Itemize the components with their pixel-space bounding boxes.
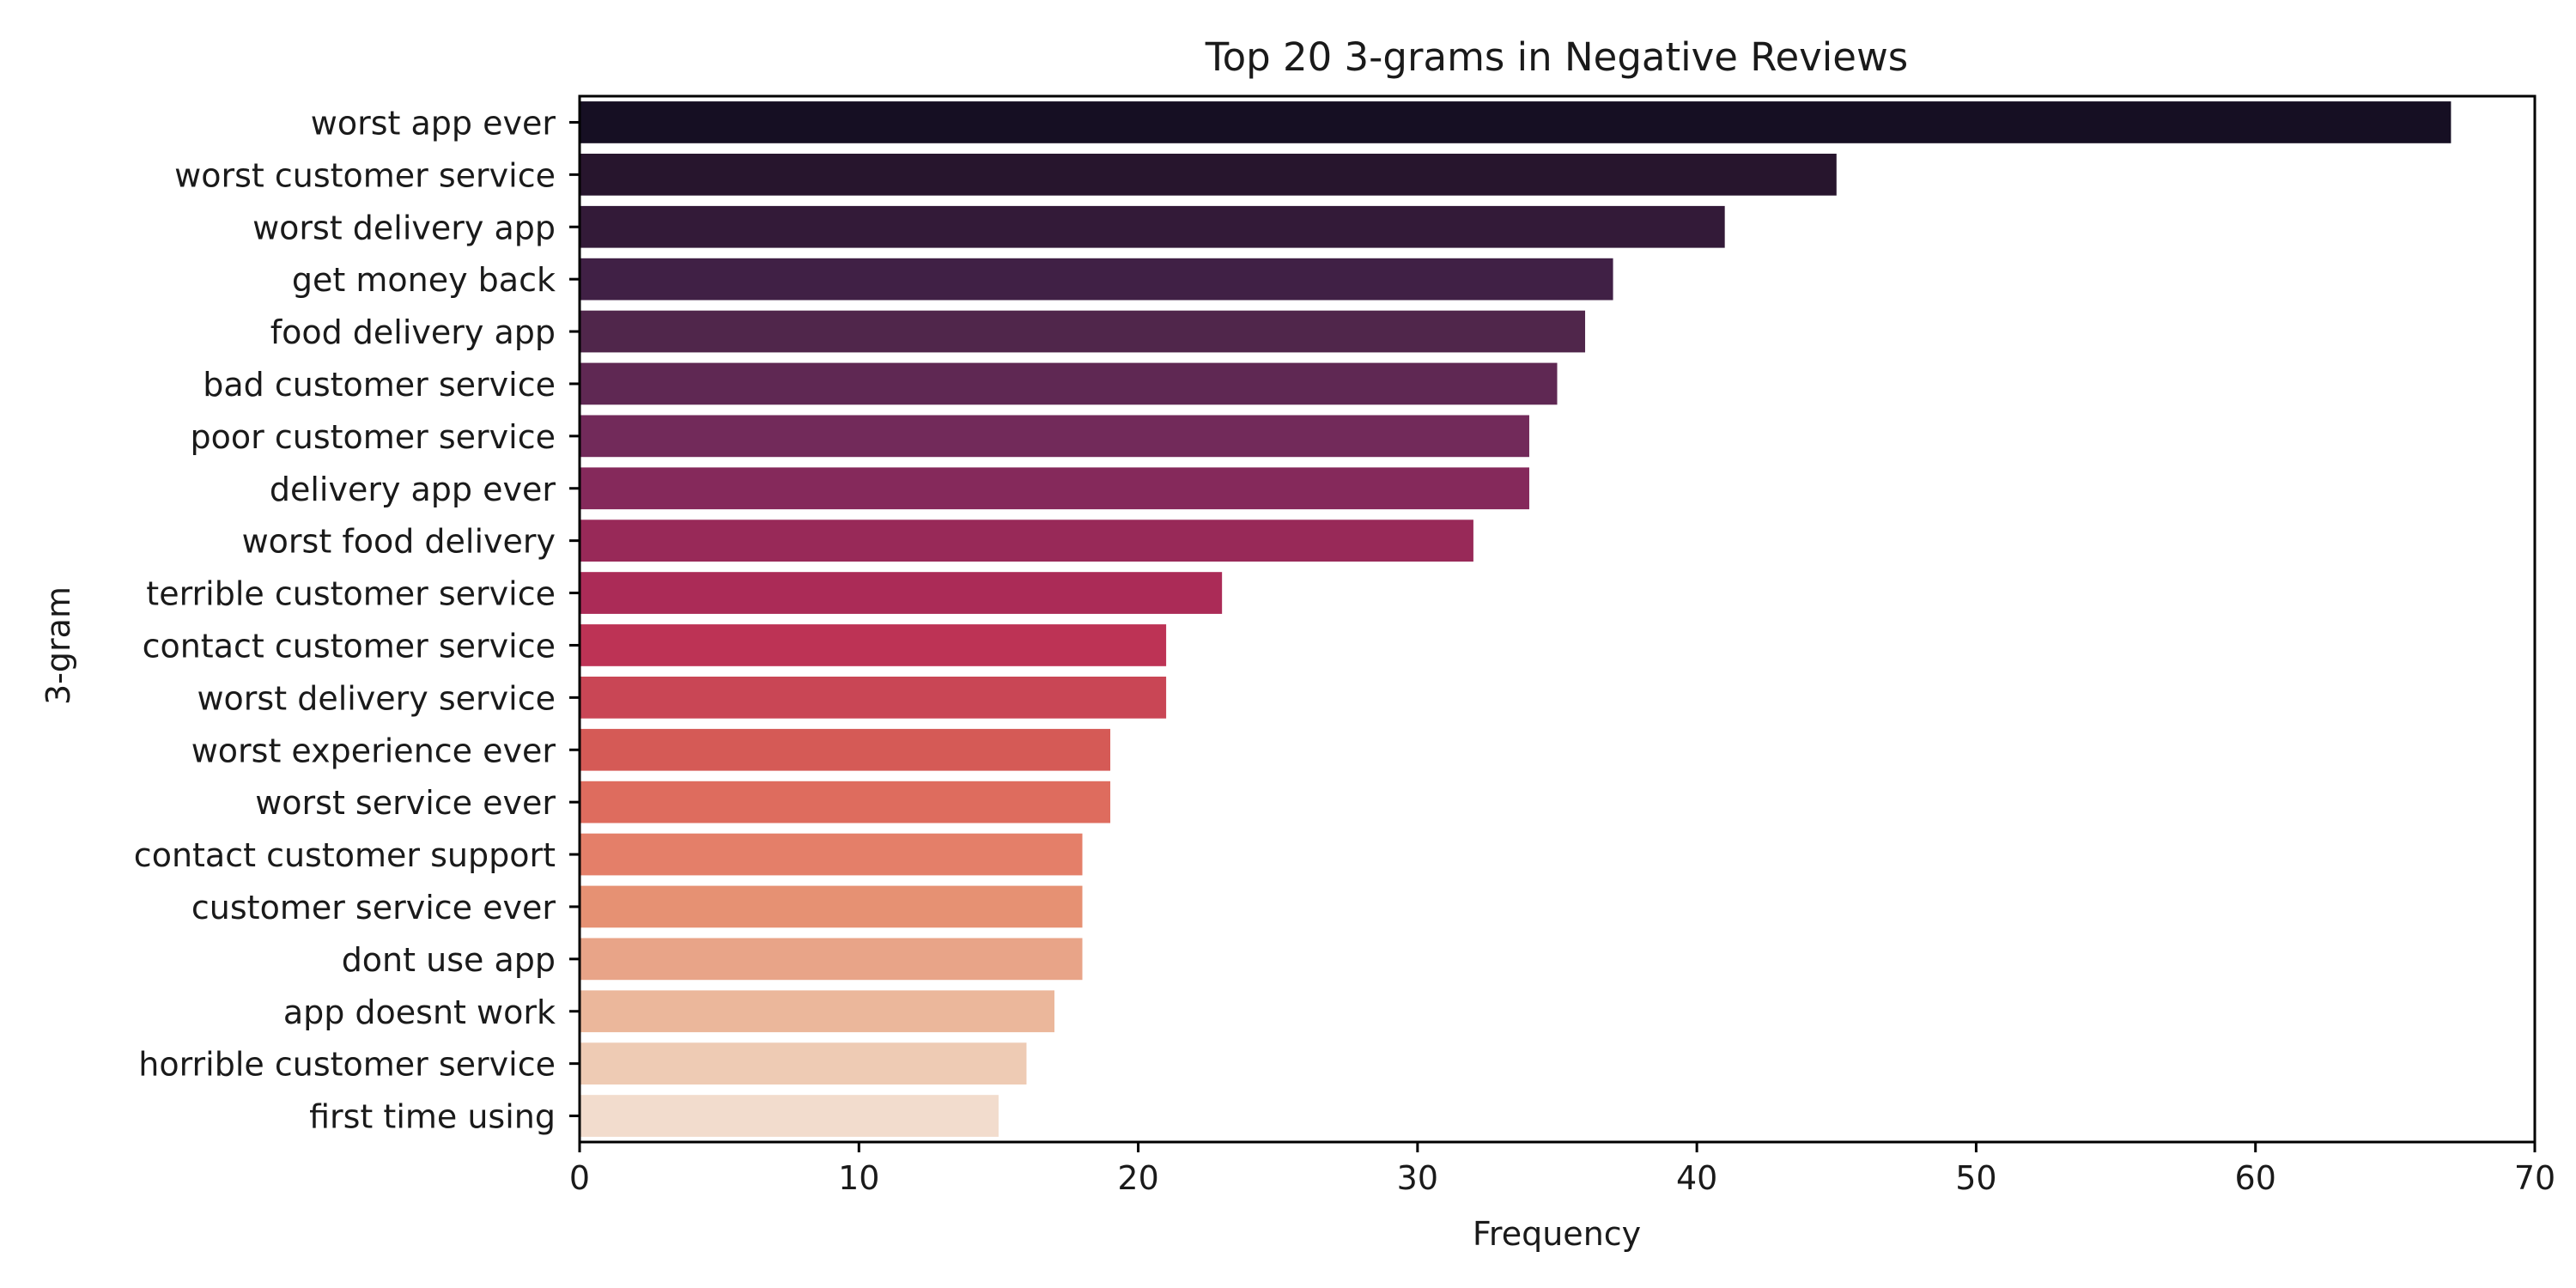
x-tick-label: 0 xyxy=(569,1159,590,1197)
chart-title: Top 20 3-grams in Negative Reviews xyxy=(1205,34,1908,80)
x-tick-label: 20 xyxy=(1117,1159,1158,1197)
x-tick-label: 10 xyxy=(838,1159,879,1197)
bar xyxy=(580,781,1111,823)
x-tick-label: 60 xyxy=(2235,1159,2276,1197)
bar xyxy=(580,362,1558,405)
bar xyxy=(580,833,1083,876)
x-ticks: 0 10 20 30 40 50 60 70 xyxy=(569,1142,2555,1197)
y-tick-label: poor customer service xyxy=(191,418,556,456)
bar xyxy=(580,1095,999,1137)
y-tick-label: terrible customer service xyxy=(146,575,556,613)
bar xyxy=(580,101,2451,143)
y-tick-label: customer service ever xyxy=(191,889,556,927)
y-tick-label: get money back xyxy=(292,261,556,299)
bar xyxy=(580,153,1837,196)
y-tick-label: food delivery app xyxy=(270,313,556,351)
y-axis-label: 3-gram xyxy=(39,586,77,705)
plot-frame xyxy=(578,94,2537,1144)
y-tick-label: bad customer service xyxy=(203,366,556,404)
bar xyxy=(580,938,1083,981)
y-tick-labels: worst app ever worst customer service wors… xyxy=(134,104,580,1136)
y-tick-label: worst service ever xyxy=(255,784,556,822)
x-axis-label: Frequency xyxy=(1473,1215,1641,1253)
bar xyxy=(580,572,1223,614)
y-tick-label: worst delivery service xyxy=(197,679,556,717)
x-tick-label: 50 xyxy=(1955,1159,1996,1197)
bar xyxy=(580,519,1473,562)
y-tick-label: first time using xyxy=(309,1098,556,1136)
y-tick-label: worst app ever xyxy=(311,104,556,142)
bar xyxy=(580,624,1167,666)
bar xyxy=(580,258,1613,301)
x-tick-label: 30 xyxy=(1397,1159,1438,1197)
y-tick-label: dont use app xyxy=(342,941,556,979)
y-tick-label: worst delivery app xyxy=(252,209,556,246)
bar xyxy=(580,990,1054,1033)
x-tick-label: 70 xyxy=(2514,1159,2555,1197)
y-tick-label: worst experience ever xyxy=(191,732,556,769)
y-tick-label: horrible customer service xyxy=(138,1046,556,1084)
x-tick-label: 40 xyxy=(1676,1159,1717,1197)
y-tick-label: delivery app ever xyxy=(270,471,556,508)
bar xyxy=(580,205,1725,248)
bar xyxy=(580,885,1083,928)
bar xyxy=(580,1042,1027,1085)
bar xyxy=(580,676,1167,719)
y-tick-label: contact customer service xyxy=(143,627,556,665)
bar xyxy=(580,467,1529,510)
bars-group xyxy=(580,101,2451,1137)
bar xyxy=(580,310,1586,353)
bar xyxy=(580,415,1529,458)
y-tick-label: worst customer service xyxy=(174,156,556,194)
bar xyxy=(580,728,1111,771)
y-tick-label: worst food delivery xyxy=(242,523,556,561)
y-tick-label: app doesnt work xyxy=(283,993,556,1031)
y-tick-label: contact customer support xyxy=(134,836,556,874)
